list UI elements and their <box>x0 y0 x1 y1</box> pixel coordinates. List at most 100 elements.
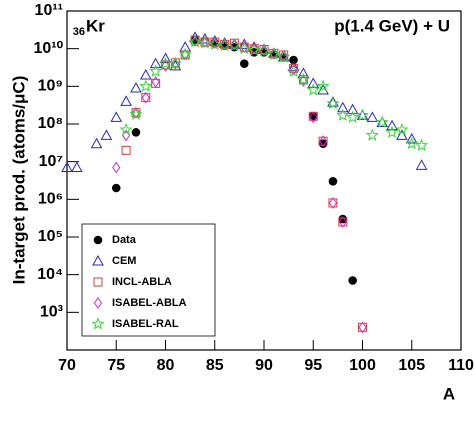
point <box>338 216 347 228</box>
point <box>71 161 83 173</box>
point <box>131 128 141 137</box>
point <box>129 107 143 120</box>
x-tick-label: 110 <box>448 357 474 374</box>
point <box>130 82 142 93</box>
point <box>131 106 141 119</box>
point <box>259 44 269 57</box>
point <box>306 83 320 96</box>
point <box>328 197 338 209</box>
y-tick-label: 10⁷ <box>39 153 63 170</box>
annotation: Kr <box>86 16 105 35</box>
point <box>318 135 328 148</box>
point <box>279 49 288 62</box>
point <box>112 161 121 174</box>
point <box>250 42 259 55</box>
point <box>297 67 310 78</box>
point <box>376 116 389 127</box>
y-tick-label: 10⁸ <box>38 115 63 132</box>
point <box>168 56 182 70</box>
point <box>208 34 221 46</box>
point <box>326 96 340 110</box>
point <box>328 198 338 208</box>
point <box>220 38 229 51</box>
point <box>296 72 310 86</box>
legend-label: ISABEL-ABLA <box>112 297 187 309</box>
y-tick-label: 10⁶ <box>38 191 63 208</box>
point <box>100 129 113 140</box>
point <box>328 177 338 186</box>
point <box>385 125 399 138</box>
y-tick-label: 10³ <box>40 304 63 321</box>
point <box>307 77 320 88</box>
point <box>336 101 349 113</box>
y-tick-label: 10⁵ <box>38 228 63 245</box>
point <box>346 110 360 123</box>
point <box>61 161 73 173</box>
point <box>198 36 212 49</box>
point <box>358 321 367 334</box>
y-tick-label: 10¹¹ <box>35 2 63 19</box>
point <box>415 159 428 170</box>
point <box>139 79 153 92</box>
legend-marker <box>92 254 104 266</box>
legend-marker <box>93 297 103 309</box>
point <box>227 38 241 52</box>
point <box>111 183 121 193</box>
point <box>240 59 249 68</box>
point <box>366 111 379 122</box>
point <box>188 35 202 48</box>
point <box>141 93 151 103</box>
point <box>348 276 357 285</box>
point <box>277 50 291 63</box>
point <box>309 111 318 124</box>
point <box>237 41 251 55</box>
annotation: p(1.4 GeV) + U <box>334 16 450 35</box>
point <box>405 132 418 144</box>
point <box>289 63 298 76</box>
point <box>151 76 160 88</box>
legend-marker <box>91 317 105 330</box>
y-tick-label: 10⁹ <box>38 78 63 95</box>
legend-marker <box>93 277 103 287</box>
point <box>119 122 133 136</box>
point <box>395 122 409 136</box>
x-tick-label: 100 <box>349 357 376 374</box>
point <box>178 47 192 61</box>
point <box>210 37 219 50</box>
point <box>356 108 369 121</box>
point <box>287 60 300 72</box>
x-tick-label: 105 <box>398 357 425 374</box>
legend-label: CEM <box>112 255 136 267</box>
point <box>190 35 200 47</box>
point <box>200 36 210 48</box>
y-tick-label: 10⁴ <box>37 266 63 283</box>
point <box>375 115 389 129</box>
legend-label: INCL-ABLA <box>112 276 172 288</box>
y-axis-label: In-target prod. (atoms/μC) <box>9 76 28 285</box>
legend-marker <box>93 235 103 245</box>
point <box>199 33 211 44</box>
point <box>149 64 163 77</box>
x-tick-label: 75 <box>107 357 125 374</box>
point <box>356 109 369 120</box>
point <box>240 41 249 53</box>
x-tick-label: 95 <box>304 357 322 374</box>
point <box>316 79 330 92</box>
x-tick-label: 85 <box>206 357 224 374</box>
y-tick-label: 10¹⁰ <box>33 40 63 57</box>
point <box>208 37 222 50</box>
point <box>189 31 201 42</box>
point <box>230 38 239 51</box>
point <box>299 74 308 87</box>
x-tick-label: 80 <box>157 357 175 374</box>
x-tick-label: 70 <box>58 357 76 374</box>
legend-label: ISABEL-RAL <box>112 318 179 330</box>
x-tick-label: 90 <box>255 357 273 374</box>
point <box>159 52 172 63</box>
point <box>269 47 278 60</box>
point <box>415 138 429 152</box>
point <box>346 103 359 115</box>
legend-box <box>81 223 216 337</box>
point <box>90 137 103 149</box>
point <box>141 91 150 104</box>
